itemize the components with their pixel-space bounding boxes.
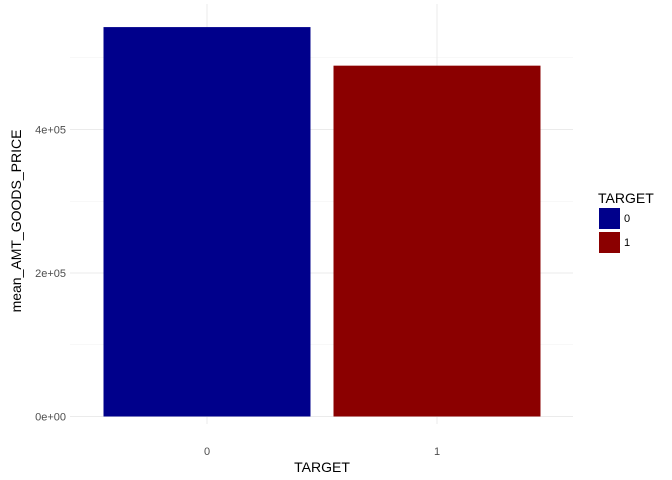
x-axis-title: TARGET (294, 459, 350, 475)
x-tick-label: 1 (434, 446, 440, 458)
legend-swatch-1 (599, 232, 620, 253)
legend-title: TARGET (598, 190, 654, 206)
y-axis-title: mean_AMT_GOODS_PRICE (8, 130, 24, 313)
bar-1 (333, 65, 541, 417)
bar-0 (103, 27, 311, 417)
y-tick-label: 4e+05 (35, 125, 66, 137)
legend: TARGET 0 1 (598, 190, 654, 253)
bars (103, 27, 541, 417)
x-tick-label: 0 (204, 446, 210, 458)
y-axis-ticks: 0e+00 2e+05 4e+05 (35, 125, 66, 424)
legend-label: 0 (624, 213, 630, 225)
legend-swatch-0 (599, 208, 620, 229)
y-tick-label: 2e+05 (35, 268, 66, 280)
legend-label: 1 (624, 237, 630, 249)
y-tick-label: 0e+00 (35, 412, 66, 424)
